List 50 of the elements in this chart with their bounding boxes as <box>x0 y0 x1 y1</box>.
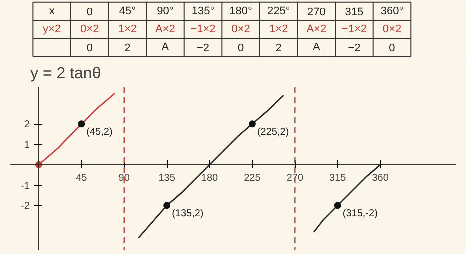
text: −2 <box>196 42 210 55</box>
text: 0 <box>238 42 244 55</box>
text: 0×2 <box>80 24 100 36</box>
text: A <box>312 42 321 54</box>
annotation: (225,2) <box>257 127 290 138</box>
text: x <box>49 5 56 18</box>
text: 2 <box>124 42 131 55</box>
x-tick-label: 135 <box>158 172 176 184</box>
chart-title: y = 2 tanθ <box>30 66 102 82</box>
y-tick-label: 1 <box>24 140 30 152</box>
y-tick-label: -2 <box>21 201 30 212</box>
text: 135° <box>192 5 215 18</box>
point <box>78 120 86 128</box>
text: 0 <box>86 42 93 55</box>
text: 270 <box>307 6 326 18</box>
text: 90° <box>157 5 174 18</box>
x-tick-label: 360 <box>372 172 390 184</box>
text: −1×2 <box>342 24 367 36</box>
annotation: (45,2) <box>86 127 113 138</box>
text: 1×2 <box>270 24 288 36</box>
text: 0×2 <box>232 24 250 36</box>
x-tick-label: 90 <box>118 172 130 184</box>
text: −2 <box>348 42 361 55</box>
x-tick-label: 225 <box>244 172 262 184</box>
text: 360° <box>380 5 404 18</box>
y-tick-label: 2 <box>24 120 30 131</box>
text: A <box>162 42 170 54</box>
annotation: (135,2) <box>172 208 204 220</box>
x-tick-label: 270 <box>286 172 304 184</box>
text: A×2 <box>156 24 176 36</box>
point <box>164 202 171 210</box>
x-tick-label: 45 <box>76 172 88 184</box>
text: 0 <box>86 6 93 18</box>
x-tick-label: 180 <box>201 172 219 184</box>
y-tick-label: -1 <box>21 180 30 192</box>
point <box>248 120 256 128</box>
text: y×2 <box>43 24 62 36</box>
text: 2 <box>276 42 282 55</box>
point <box>334 202 342 210</box>
text: 315 <box>345 6 364 18</box>
x-tick-label: 315 <box>330 172 347 184</box>
text: 45° <box>119 5 136 18</box>
annotation: (315,-2) <box>342 208 378 220</box>
text: 0 <box>389 42 396 55</box>
text: 180° <box>230 5 252 18</box>
text: A×2 <box>306 24 327 36</box>
text: 225° <box>267 5 290 18</box>
text: −1×2 <box>190 24 216 36</box>
text: 1×2 <box>118 24 138 36</box>
text: 0×2 <box>382 24 402 36</box>
